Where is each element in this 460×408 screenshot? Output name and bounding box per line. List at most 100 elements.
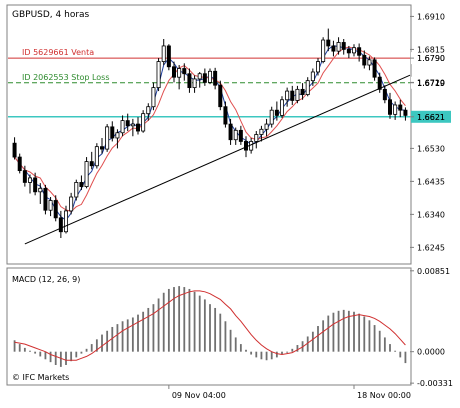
candle-body: [223, 106, 228, 125]
price-tick-label: 1.6621: [417, 113, 445, 122]
macd-bar: [80, 351, 83, 354]
macd-bar: [95, 339, 98, 352]
candle-body: [125, 120, 130, 127]
trendline: [24, 74, 411, 245]
candle-body: [110, 126, 115, 139]
macd-bar: [219, 313, 222, 352]
candle-body: [100, 146, 104, 150]
candle-body: [94, 146, 99, 167]
candle-body: [336, 42, 341, 52]
macd-bar: [342, 309, 345, 352]
current-price-label: 1.6621: [417, 113, 445, 122]
candle-body: [33, 177, 38, 193]
macd-bar: [394, 350, 397, 352]
macd-bar: [13, 340, 16, 352]
candle-body: [53, 200, 58, 219]
macd-bar: [383, 337, 386, 352]
macd-bar: [142, 311, 145, 352]
candle-body: [177, 68, 182, 78]
macd-bar: [322, 320, 325, 352]
candle-body: [182, 68, 187, 75]
macd-bar: [347, 310, 350, 352]
macd-bar: [281, 351, 283, 355]
candle-body: [187, 73, 192, 89]
macd-bar: [70, 351, 73, 362]
macd-bar: [306, 336, 309, 352]
macd-bar: [373, 325, 376, 352]
candle-body: [382, 88, 387, 101]
macd-bar: [291, 348, 294, 352]
candle-body: [295, 88, 300, 101]
order-price-label: 1.6790: [417, 54, 445, 63]
macd-bar: [363, 316, 366, 352]
candle-body: [28, 177, 32, 183]
candle-body: [352, 47, 356, 54]
macd-bar: [137, 314, 139, 352]
macd-bar: [167, 288, 170, 352]
candle-body: [290, 90, 295, 101]
macd-bar: [54, 351, 57, 365]
candle-body: [316, 61, 320, 73]
candle-body: [43, 187, 48, 211]
macd-tick-label: 0.0000: [417, 348, 445, 357]
candle-body: [141, 113, 146, 132]
candle-body: [89, 161, 94, 167]
candle-body: [377, 76, 382, 90]
candle-body: [146, 106, 151, 115]
candle-body: [372, 59, 377, 78]
macd-bar: [245, 349, 247, 352]
macd-bar: [188, 288, 191, 352]
macd-bar: [203, 299, 206, 352]
macd-bar: [193, 291, 196, 352]
order-line-label: ID 2062553 Stop Loss: [22, 73, 110, 82]
candle-body: [233, 129, 238, 141]
order-price-box: [411, 52, 451, 65]
macd-bar: [173, 287, 175, 352]
macd-bar: [162, 292, 165, 352]
macd-bar: [65, 351, 67, 365]
macd-tick-label: 0.00851: [417, 267, 450, 276]
candle-body: [84, 161, 89, 187]
candle-body: [22, 170, 27, 183]
macd-bar: [358, 313, 361, 352]
macd-bar: [59, 351, 62, 367]
candle-body: [197, 73, 202, 80]
candle-body: [58, 217, 63, 233]
candle-body: [120, 120, 125, 134]
macd-bar: [378, 330, 381, 352]
macd-bar: [327, 315, 330, 352]
candle-body: [202, 73, 207, 83]
macd-bar: [399, 351, 402, 358]
candle-body: [130, 123, 135, 127]
macd-bar: [255, 351, 258, 358]
price-tick-label: 1.6435: [417, 177, 445, 186]
macd-bar: [332, 312, 335, 352]
macd-bar: [214, 307, 217, 352]
macd-bar: [265, 351, 268, 361]
macd-bar: [178, 286, 181, 352]
candle-body: [300, 88, 305, 95]
candle-body: [305, 80, 310, 95]
candle-body: [264, 123, 269, 130]
candle-body: [367, 59, 372, 66]
macd-bar: [224, 321, 227, 352]
candle-body: [346, 49, 351, 54]
candle-body: [228, 123, 233, 141]
macd-bar: [286, 351, 289, 353]
order-price-label: 1.6719: [417, 79, 445, 88]
candle-body: [156, 61, 161, 89]
candle-body: [48, 200, 53, 211]
macd-bar: [353, 311, 355, 352]
candle-body: [341, 42, 346, 50]
price-tick-label: 1.6245: [417, 243, 445, 252]
price-tick-label: 1.6340: [417, 210, 445, 219]
candle-body: [79, 182, 84, 187]
macd-bar: [23, 347, 26, 352]
candle-body: [269, 109, 274, 125]
candle-body: [151, 87, 156, 108]
candle-body: [238, 129, 243, 142]
macd-bar: [183, 287, 186, 352]
macd-bar: [260, 351, 263, 360]
